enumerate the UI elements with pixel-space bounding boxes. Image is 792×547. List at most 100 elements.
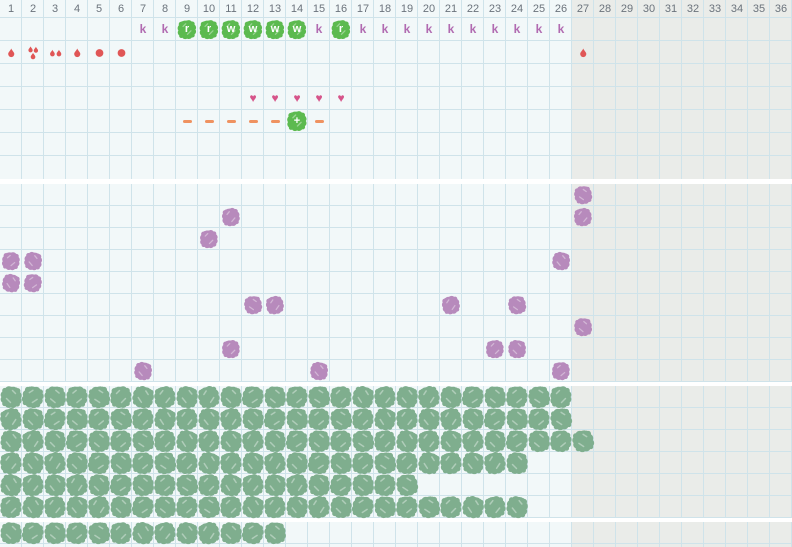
column-header-label: 8 (161, 3, 169, 15)
section-symptoms[interactable] (0, 183, 792, 382)
symptom-blob-icon[interactable] (199, 229, 219, 249)
filled-blob-icon[interactable] (505, 451, 529, 475)
heart-mark[interactable]: ♥ (293, 91, 301, 105)
k-mark[interactable]: k (315, 22, 323, 36)
column-header-label: 17 (356, 3, 370, 15)
filled-blob-icon[interactable] (504, 494, 530, 520)
heart-mark[interactable]: ♥ (337, 91, 345, 105)
k-mark[interactable]: k (513, 22, 521, 36)
section-filled[interactable] (0, 383, 792, 521)
k-mark[interactable]: k (535, 22, 543, 36)
column-header-label: 23 (488, 3, 502, 15)
column-header-label: 26 (554, 3, 568, 15)
drop-small-icon[interactable] (73, 48, 82, 58)
drop-small-icon[interactable] (579, 48, 588, 58)
symptom-blob-icon[interactable] (308, 360, 330, 382)
column-header-label: 20 (422, 3, 436, 15)
heart-mark[interactable]: ♥ (271, 91, 279, 105)
column-header-label: 22 (466, 3, 480, 15)
column-header-label: 31 (664, 3, 678, 15)
symptom-blob-icon[interactable] (22, 250, 44, 272)
overflow-blob-icon[interactable] (262, 520, 288, 546)
event-blob-letter: w (248, 23, 258, 35)
column-header-label: 10 (202, 3, 216, 15)
symptom-blob-icon[interactable] (505, 293, 528, 317)
column-header-label: 1 (7, 3, 15, 15)
symptom-blob-icon[interactable] (0, 250, 22, 272)
k-mark[interactable]: k (469, 22, 477, 36)
dot-icon[interactable] (117, 48, 126, 58)
k-mark[interactable]: k (557, 22, 565, 36)
k-mark[interactable]: k (161, 22, 169, 36)
symptom-blob-icon[interactable] (439, 293, 462, 317)
k-mark[interactable]: k (491, 22, 499, 36)
dash-mark[interactable] (248, 120, 258, 123)
column-header-label: 28 (598, 3, 612, 15)
column-header-label: 32 (686, 3, 700, 15)
column-header-label: 33 (708, 3, 722, 15)
symptom-blob-icon[interactable] (263, 293, 286, 317)
symptom-blob-icon[interactable] (550, 360, 572, 382)
column-header-label: 4 (73, 3, 81, 15)
column-header-label: 24 (510, 3, 524, 15)
drop-triple-icon[interactable] (27, 46, 39, 60)
symptom-blob-icon[interactable] (507, 339, 527, 359)
k-mark[interactable]: k (447, 22, 455, 36)
column-header-label: 30 (642, 3, 656, 15)
section-events[interactable]: 1 2 3 4 5 6 7 8 9 10 11 12 13 14 15 16 17 18 19 20 21 22 23 24 2… (0, 0, 792, 179)
k-mark[interactable]: k (403, 22, 411, 36)
column-header-label: 2 (29, 3, 37, 15)
symptom-blob-icon[interactable] (572, 316, 594, 338)
column-header-label: 34 (730, 3, 744, 15)
symptom-blob-icon[interactable] (550, 250, 572, 272)
drop-double-icon[interactable] (49, 48, 62, 58)
dot-icon[interactable] (95, 48, 104, 58)
heart-mark[interactable]: ♥ (315, 91, 323, 105)
symptom-blob-icon[interactable] (0, 271, 23, 295)
column-header-label: 16 (334, 3, 348, 15)
event-blob-letter: w (270, 23, 280, 35)
column-header-label: 5 (95, 3, 103, 15)
dash-mark[interactable] (182, 120, 192, 123)
column-header-label: 9 (183, 3, 191, 15)
dash-mark[interactable] (314, 120, 324, 123)
column-header-label: 29 (620, 3, 634, 15)
column-header-label: 15 (312, 3, 326, 15)
symptom-blob-icon[interactable] (132, 360, 154, 382)
symptom-blob-icon[interactable] (241, 293, 264, 317)
column-header-label: 18 (378, 3, 392, 15)
symptom-blob-icon[interactable] (571, 183, 594, 207)
heart-mark[interactable]: ♥ (249, 91, 257, 105)
column-header-label: 7 (139, 3, 147, 15)
symptom-blob-icon[interactable] (572, 206, 594, 228)
symptom-blob-icon[interactable] (21, 271, 44, 295)
column-header-label: 35 (752, 3, 766, 15)
column-header-label: 6 (117, 3, 125, 15)
section-overflow[interactable] (0, 519, 792, 547)
k-mark[interactable]: k (381, 22, 389, 36)
column-header-label: 27 (576, 3, 590, 15)
column-header-label: 13 (268, 3, 282, 15)
event-blob-letter: r (338, 23, 344, 35)
column-header-label: 21 (444, 3, 458, 15)
column-header-label: 19 (400, 3, 414, 15)
filled-blob-icon[interactable] (569, 427, 597, 455)
column-header-label: 25 (532, 3, 546, 15)
column-header-label: 36 (774, 3, 788, 15)
plus-blob-letter: + (293, 115, 301, 127)
dash-mark[interactable] (204, 120, 214, 123)
event-blob-letter: r (206, 23, 212, 35)
k-mark[interactable]: k (139, 22, 147, 36)
symptom-blob-icon[interactable] (220, 206, 242, 228)
drop-small-icon[interactable] (7, 48, 16, 58)
event-blob-letter: w (226, 23, 236, 35)
symptom-blob-icon[interactable] (485, 339, 505, 359)
k-mark[interactable]: k (359, 22, 367, 36)
event-blob-letter: w (292, 23, 302, 35)
column-header-label: 14 (290, 3, 304, 15)
dash-mark[interactable] (270, 120, 280, 123)
dash-mark[interactable] (226, 120, 236, 123)
k-mark[interactable]: k (425, 22, 433, 36)
event-blob-letter: r (184, 23, 190, 35)
symptom-blob-icon[interactable] (221, 339, 241, 359)
